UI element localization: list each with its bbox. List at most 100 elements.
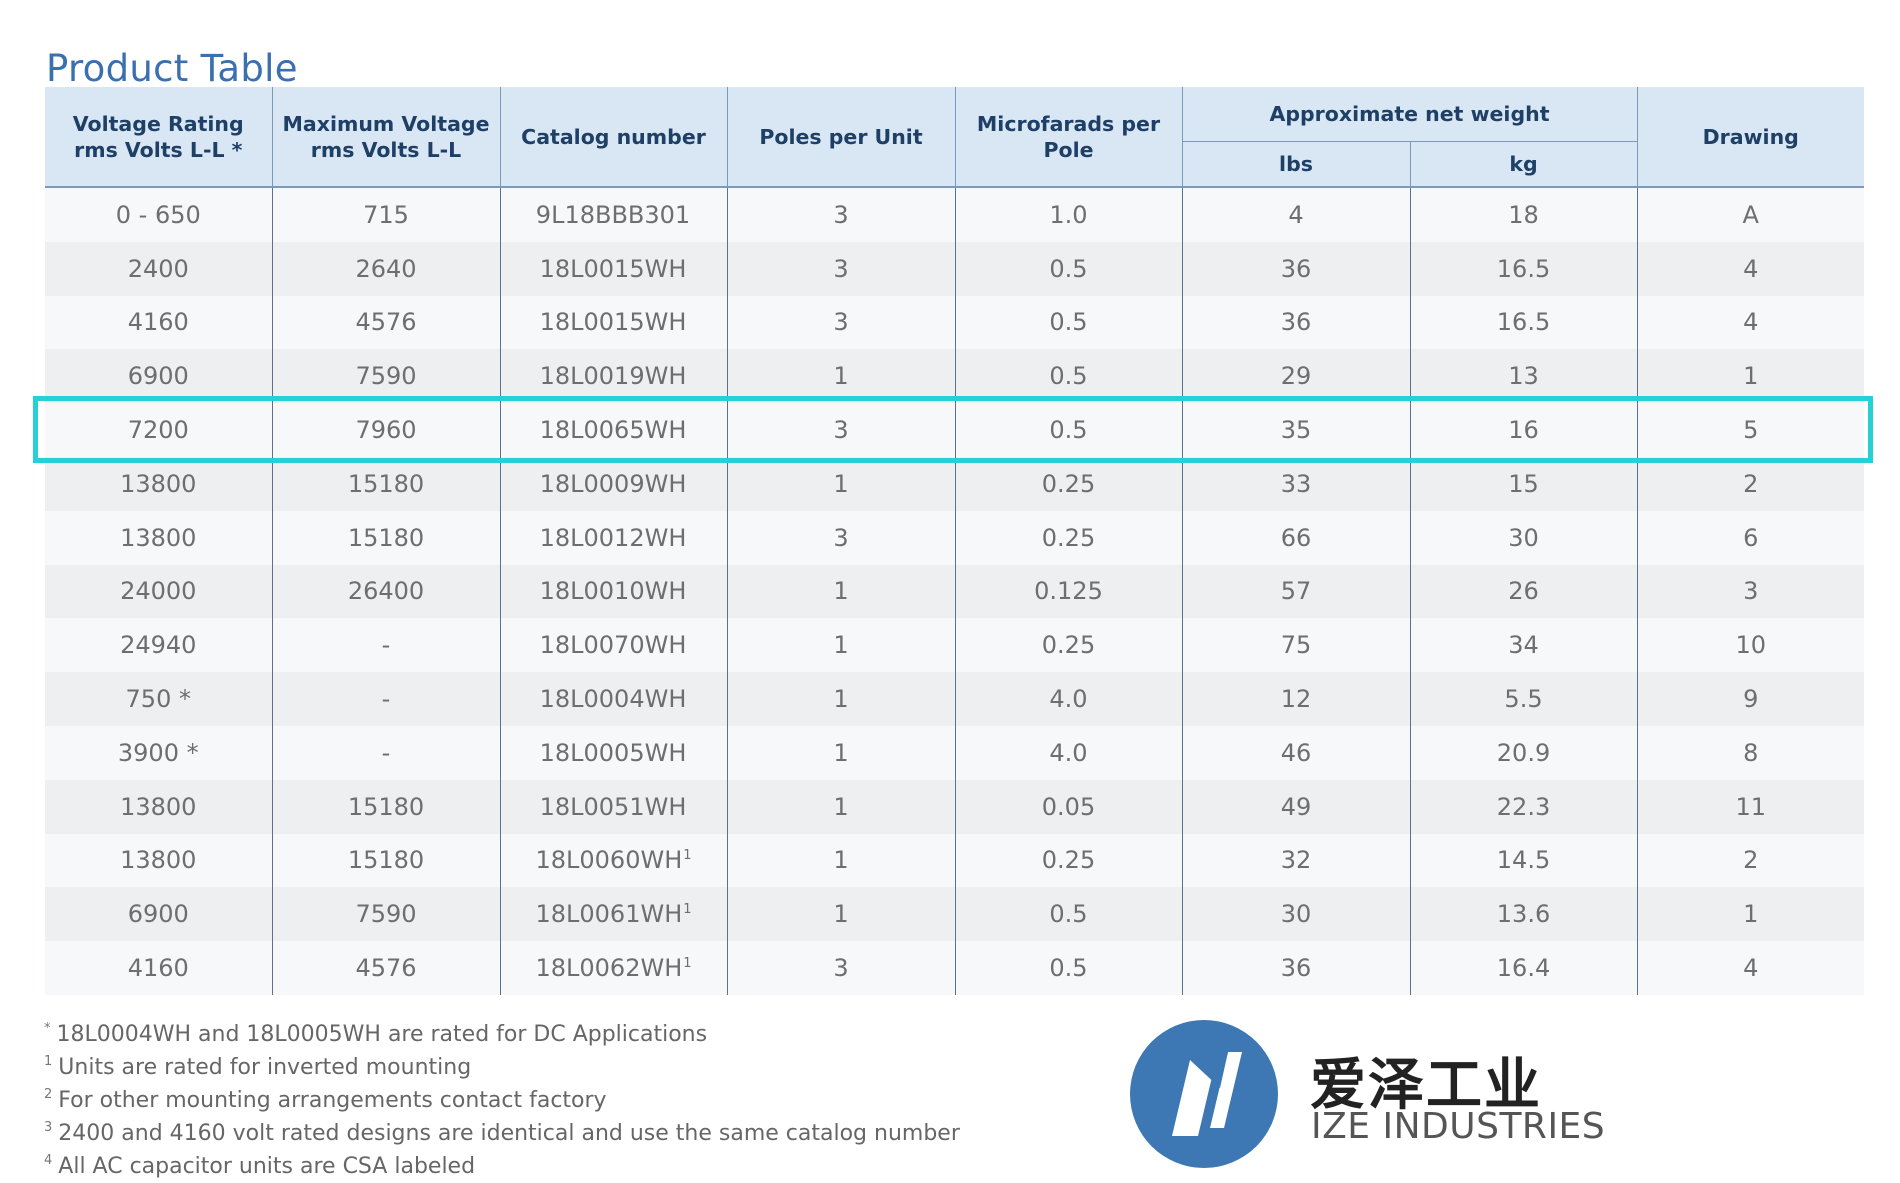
cell-microfarads-value: 4.0 xyxy=(1049,685,1088,714)
cell-microfarads-value: 0.5 xyxy=(1049,900,1088,929)
cell-max-voltage: 15180 xyxy=(271,510,501,565)
cell-catalog-number-value: 18L0065WH xyxy=(539,416,687,445)
footnote: 2 For other mounting arrangements contact… xyxy=(44,1078,960,1113)
cell-catalog-number: 18L0061WH1 xyxy=(499,887,728,942)
cell-catalog-number: 18L0015WH xyxy=(499,241,728,296)
cell-kg: 20.9 xyxy=(1409,725,1638,780)
cell-lbs-value: 36 xyxy=(1280,254,1312,283)
cell-microfarads-value: 4.0 xyxy=(1049,738,1088,767)
cell-voltage-rating: 13800 xyxy=(45,779,273,834)
cell-drawing: 1 xyxy=(1636,887,1865,942)
cell-catalog-number-value: 18L0070WH xyxy=(539,631,687,660)
cell-lbs: 32 xyxy=(1181,833,1411,888)
cell-lbs-value: 36 xyxy=(1280,308,1312,337)
cell-kg: 16 xyxy=(1409,403,1638,457)
cell-microfarads: 0.25 xyxy=(954,456,1183,511)
table-row: 6900 7590 18L0019WH 1 0.5 29 13 1 xyxy=(45,349,1865,404)
cell-lbs-value: 30 xyxy=(1280,900,1312,929)
cell-microfarads-value: 0.5 xyxy=(1049,254,1088,283)
footnote-reference: 1 xyxy=(683,902,692,918)
cell-poles: 3 xyxy=(726,510,956,565)
cell-max-voltage: 4576 xyxy=(271,941,501,995)
cell-catalog-number-value: 18L0062WH xyxy=(535,954,683,983)
cell-microfarads-value: 0.5 xyxy=(1049,308,1088,337)
cell-catalog-number: 18L0060WH1 xyxy=(499,833,728,888)
cell-max-voltage-value: 15180 xyxy=(347,846,425,875)
cell-voltage-rating-value: 0 - 650 xyxy=(115,200,201,229)
cell-catalog-number-value: 18L0019WH xyxy=(539,362,687,391)
cell-kg-value: 16.5 xyxy=(1496,254,1551,283)
footnote-text: 2400 and 4160 volt rated designs are ide… xyxy=(58,1121,960,1146)
cell-drawing-value: 1 xyxy=(1743,362,1759,391)
footnote-text: For other mounting arrangements contact … xyxy=(58,1088,607,1113)
cell-catalog-number-value: 18L0005WH xyxy=(539,738,687,767)
cell-max-voltage-value: - xyxy=(381,738,391,767)
cell-drawing: 11 xyxy=(1636,779,1865,834)
cell-catalog-number-value: 18L0015WH xyxy=(539,254,687,283)
table-row: 13800 15180 18L0060WH1 1 0.25 32 14.5 2 xyxy=(45,833,1865,888)
cell-drawing-value: 4 xyxy=(1743,254,1759,283)
cell-catalog-number-value: 18L0060WH xyxy=(535,846,683,875)
cell-poles-value: 3 xyxy=(833,254,849,283)
cell-max-voltage: 715 xyxy=(271,187,501,242)
cell-catalog-number: 18L0009WH xyxy=(499,456,728,511)
cell-kg: 16.4 xyxy=(1409,941,1638,995)
cell-lbs-value: 29 xyxy=(1280,362,1312,391)
cell-microfarads-value: 0.25 xyxy=(1041,631,1096,660)
cell-max-voltage-value: 4576 xyxy=(355,308,417,337)
cell-kg-value: 5.5 xyxy=(1504,685,1543,714)
cell-lbs-value: 12 xyxy=(1280,685,1312,714)
cell-voltage-rating: 6900 xyxy=(45,349,273,404)
cell-catalog-number: 18L0019WH xyxy=(499,349,728,404)
cell-lbs: 66 xyxy=(1181,510,1411,565)
cell-poles: 1 xyxy=(726,779,956,834)
table-row: 3900 * - 18L0005WH 1 4.0 46 20.9 8 xyxy=(45,725,1865,780)
cell-max-voltage: 7960 xyxy=(271,403,501,457)
header-lbs: lbs xyxy=(1182,141,1411,188)
cell-voltage-rating-value: 13800 xyxy=(120,523,197,552)
footnote-text: All AC capacitor units are CSA labeled xyxy=(58,1154,476,1179)
cell-drawing-value: 3 xyxy=(1743,577,1759,606)
cell-voltage-rating-value: 24000 xyxy=(120,577,197,606)
cell-poles-value: 1 xyxy=(833,362,849,391)
cell-voltage-rating: 7200 xyxy=(45,403,273,457)
cell-microfarads: 0.5 xyxy=(954,941,1183,995)
cell-max-voltage: 15180 xyxy=(271,456,501,511)
cell-poles: 1 xyxy=(726,456,956,511)
cell-poles: 3 xyxy=(726,241,956,296)
header-microfarads: Microfarads per Pole xyxy=(954,87,1183,188)
header-max-voltage: Maximum Voltage rms Volts L-L xyxy=(271,87,501,188)
footnote-reference: 1 xyxy=(683,956,692,972)
footnote: 4 All AC capacitor units are CSA labeled xyxy=(44,1144,960,1179)
cell-poles-value: 1 xyxy=(833,792,849,821)
footnote-reference: 1 xyxy=(683,848,692,864)
cell-kg-value: 16.5 xyxy=(1496,308,1551,337)
cell-kg-value: 26 xyxy=(1508,577,1539,606)
cell-catalog-number: 18L0070WH xyxy=(499,618,728,673)
cell-kg-value: 14.5 xyxy=(1496,846,1551,875)
cell-microfarads: 0.5 xyxy=(954,241,1183,296)
cell-kg: 15 xyxy=(1409,456,1638,511)
table-row: 0 - 650 715 9L18BBB301 3 1.0 4 18 A xyxy=(45,187,1865,242)
cell-lbs-value: 36 xyxy=(1280,954,1312,983)
cell-voltage-rating: 13800 xyxy=(45,456,273,511)
cell-poles-value: 1 xyxy=(833,900,849,929)
cell-microfarads-value: 0.5 xyxy=(1049,362,1088,391)
cell-drawing-value: 9 xyxy=(1743,685,1759,714)
cell-voltage-rating-value: 7200 xyxy=(127,416,189,445)
cell-voltage-rating-value: 13800 xyxy=(120,469,197,498)
cell-drawing-value: 1 xyxy=(1743,900,1759,929)
footnote-text: 18L0004WH and 18L0005WH are rated for DC… xyxy=(56,1022,708,1047)
cell-max-voltage: 26400 xyxy=(271,564,501,619)
cell-voltage-rating-value: 6900 xyxy=(127,362,189,391)
cell-poles: 1 xyxy=(726,887,956,942)
cell-catalog-number-value: 18L0051WH xyxy=(539,792,687,821)
cell-poles-value: 1 xyxy=(833,846,849,875)
table-row: 7200 7960 18L0065WH 3 0.5 35 16 5 xyxy=(45,403,1865,457)
cell-lbs: 49 xyxy=(1181,779,1411,834)
cell-drawing: 9 xyxy=(1636,672,1865,726)
cell-max-voltage-value: 2640 xyxy=(355,254,417,283)
cell-poles-value: 3 xyxy=(833,523,849,552)
cell-lbs: 46 xyxy=(1181,725,1411,780)
cell-microfarads: 0.25 xyxy=(954,833,1183,888)
